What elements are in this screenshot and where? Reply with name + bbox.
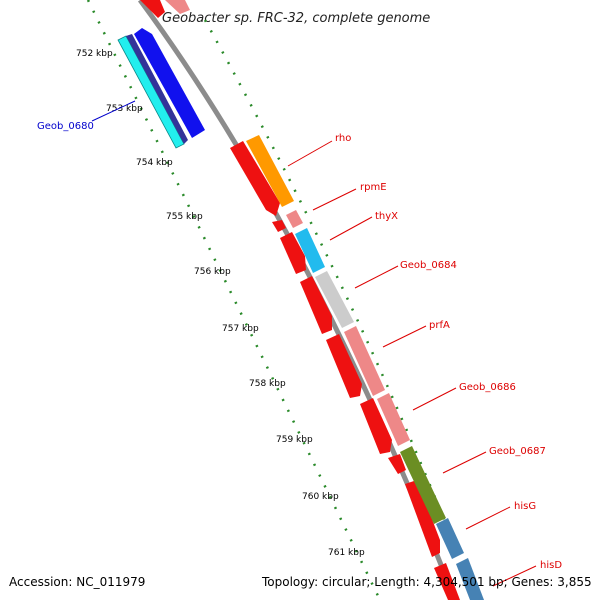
leader-geob-0684 xyxy=(354,265,399,289)
leader-geob-0686 xyxy=(412,387,457,411)
leader-geob-0687 xyxy=(442,451,487,474)
gene-red-7[interactable] xyxy=(388,454,406,474)
ruler-label: 758 kbp xyxy=(249,379,286,389)
gene-geob-0687[interactable] xyxy=(400,446,446,524)
ruler-label: 756 kbp xyxy=(194,267,231,277)
ruler-label: 757 kbp xyxy=(222,324,259,334)
genome-backbone xyxy=(137,0,458,600)
ruler-label: 752 kbp xyxy=(76,49,113,59)
leader-hisD xyxy=(492,565,537,587)
gene-geob-0680[interactable] xyxy=(134,28,205,138)
leader-hisG xyxy=(465,506,511,530)
gene-red-3[interactable] xyxy=(280,232,306,274)
gene-red-9[interactable] xyxy=(434,563,460,600)
gene-thyX[interactable] xyxy=(295,228,325,273)
leader-rpmE xyxy=(312,188,357,211)
leader-thyX xyxy=(329,216,373,241)
ruler-label: 755 kbp xyxy=(166,212,203,222)
gene-red-8[interactable] xyxy=(405,480,440,557)
gene-rho-red[interactable] xyxy=(230,141,280,216)
leader-rho xyxy=(287,140,333,167)
topology-text: Topology: circular; Length: 4,304,501 bp… xyxy=(262,575,592,589)
gene-label-thyX[interactable]: thyX xyxy=(375,211,398,222)
ruler-label: 759 kbp xyxy=(276,435,313,445)
gene-rpmE[interactable] xyxy=(286,210,303,228)
gene-geob-0684[interactable] xyxy=(315,271,354,328)
gene-label-geob-0686[interactable]: Geob_0686 xyxy=(459,382,516,393)
gene-red-5[interactable] xyxy=(326,334,362,398)
gene-label-geob-0684[interactable]: Geob_0684 xyxy=(400,260,457,271)
gene-red-4[interactable] xyxy=(300,276,332,334)
gene-label-geob-0687[interactable]: Geob_0687 xyxy=(489,446,546,457)
gene-label-rho[interactable]: rho xyxy=(335,133,351,144)
gene-hisD[interactable] xyxy=(456,558,484,600)
gene-partial-top-red[interactable] xyxy=(140,0,165,18)
ruler-label: 754 kbp xyxy=(136,158,173,168)
leader-geob-0680 xyxy=(91,100,136,122)
genome-title: Geobacter sp. FRC-32, complete genome xyxy=(162,11,430,26)
gene-label-rpmE[interactable]: rpmE xyxy=(360,182,387,193)
ruler-label: 761 kbp xyxy=(328,548,365,558)
gene-small-red[interactable] xyxy=(272,220,286,232)
ruler-label: 760 kbp xyxy=(302,492,339,502)
ruler-label: 753 kbp xyxy=(106,104,143,114)
gene-red-6[interactable] xyxy=(360,398,392,454)
gene-prfA[interactable] xyxy=(344,326,385,396)
gene-label-geob-0680[interactable]: Geob_0680 xyxy=(37,121,94,132)
leader-prfA xyxy=(382,325,427,348)
gene-label-hisG[interactable]: hisG xyxy=(514,501,536,512)
gene-rho[interactable] xyxy=(246,135,294,207)
gene-geob-0686[interactable] xyxy=(377,393,410,446)
gene-partial-top-pink[interactable] xyxy=(165,0,190,14)
gene-label-prfA[interactable]: prfA xyxy=(429,320,450,331)
gene-hisG[interactable] xyxy=(436,518,464,559)
gene-navy-strip[interactable] xyxy=(126,34,188,144)
accession-text: Accession: NC_011979 xyxy=(9,575,146,589)
gene-label-hisD[interactable]: hisD xyxy=(540,560,562,571)
